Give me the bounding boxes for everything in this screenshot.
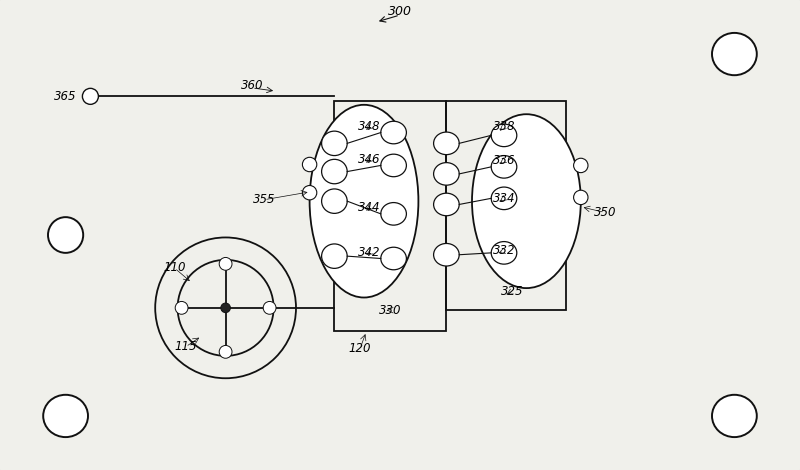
Ellipse shape xyxy=(221,303,230,313)
Ellipse shape xyxy=(322,189,347,213)
Text: 330: 330 xyxy=(379,304,402,317)
Ellipse shape xyxy=(491,187,517,210)
Ellipse shape xyxy=(175,301,188,314)
Ellipse shape xyxy=(178,260,274,356)
Text: 334: 334 xyxy=(493,192,515,205)
Text: 325: 325 xyxy=(501,285,523,298)
Ellipse shape xyxy=(434,243,459,266)
Text: 348: 348 xyxy=(358,120,381,133)
Ellipse shape xyxy=(712,395,757,437)
Text: 344: 344 xyxy=(358,201,381,214)
Ellipse shape xyxy=(219,258,232,270)
Ellipse shape xyxy=(434,132,459,155)
Text: 110: 110 xyxy=(163,261,186,274)
Ellipse shape xyxy=(48,217,83,253)
Ellipse shape xyxy=(302,186,317,200)
Ellipse shape xyxy=(434,193,459,216)
Text: 115: 115 xyxy=(174,340,197,353)
Ellipse shape xyxy=(219,345,232,358)
Text: 346: 346 xyxy=(358,153,381,166)
Text: 332: 332 xyxy=(493,244,515,258)
Ellipse shape xyxy=(434,163,459,185)
Ellipse shape xyxy=(491,242,517,264)
Ellipse shape xyxy=(712,33,757,75)
Ellipse shape xyxy=(381,203,406,225)
Ellipse shape xyxy=(155,237,296,378)
Text: 120: 120 xyxy=(349,342,371,355)
Bar xyxy=(334,101,446,331)
Text: 350: 350 xyxy=(594,206,616,219)
Ellipse shape xyxy=(302,157,317,172)
Ellipse shape xyxy=(310,105,418,298)
Text: 365: 365 xyxy=(54,90,77,103)
Ellipse shape xyxy=(472,114,581,288)
Ellipse shape xyxy=(381,121,406,144)
Ellipse shape xyxy=(82,88,98,104)
Ellipse shape xyxy=(322,244,347,268)
Ellipse shape xyxy=(322,159,347,184)
Text: 355: 355 xyxy=(253,193,275,206)
Ellipse shape xyxy=(491,124,517,147)
Ellipse shape xyxy=(263,301,276,314)
Ellipse shape xyxy=(43,395,88,437)
Ellipse shape xyxy=(381,154,406,177)
Text: 336: 336 xyxy=(493,154,515,167)
Ellipse shape xyxy=(574,158,588,172)
Ellipse shape xyxy=(574,190,588,204)
Text: 360: 360 xyxy=(241,79,263,92)
Text: 338: 338 xyxy=(493,120,515,133)
Ellipse shape xyxy=(381,247,406,270)
Ellipse shape xyxy=(322,131,347,156)
Ellipse shape xyxy=(491,156,517,178)
Text: 342: 342 xyxy=(358,246,381,259)
Bar xyxy=(446,101,566,310)
Text: 300: 300 xyxy=(388,5,412,18)
